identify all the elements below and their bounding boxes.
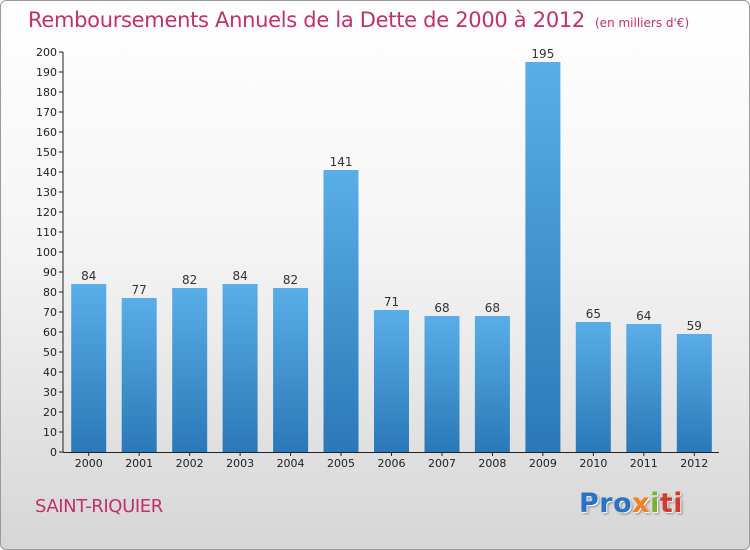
- y-tick-label: 0: [50, 446, 57, 459]
- y-tick-label: 50: [43, 346, 57, 359]
- bar-2008: [474, 316, 510, 452]
- x-tick-label-2010: 2010: [579, 457, 607, 470]
- y-tick-label: 190: [36, 66, 57, 79]
- y-tick-label: 10: [43, 426, 57, 439]
- town-name: SAINT-RIQUIER: [35, 496, 163, 517]
- y-tick-label: 80: [43, 286, 57, 299]
- value-label-2007: 68: [434, 301, 449, 315]
- value-label-2009: 195: [531, 47, 554, 61]
- chart-title: Remboursements Annuels de la Dette de 20…: [28, 8, 689, 32]
- x-tick-label-2008: 2008: [478, 457, 506, 470]
- logo-part-1: Pro: [579, 488, 633, 519]
- value-label-2004: 82: [283, 273, 298, 287]
- x-tick-label-2009: 2009: [529, 457, 557, 470]
- x-tick-label-2006: 2006: [378, 457, 406, 470]
- chart-bars: [71, 62, 712, 452]
- y-tick-label: 140: [36, 166, 57, 179]
- y-tick-label: 40: [43, 366, 57, 379]
- value-label-2005: 141: [330, 155, 353, 169]
- y-tick-label: 120: [36, 206, 57, 219]
- logo-part-2: x: [632, 488, 651, 519]
- bar-2011: [626, 324, 662, 452]
- y-tick-label: 60: [43, 326, 57, 339]
- x-tick-label-2012: 2012: [680, 457, 708, 470]
- bar-2012: [676, 334, 712, 452]
- y-tick-label: 130: [36, 186, 57, 199]
- y-tick-label: 110: [36, 226, 57, 239]
- value-label-2000: 84: [81, 269, 96, 283]
- x-tick-label-2002: 2002: [176, 457, 204, 470]
- title-text: Remboursements Annuels de la Dette de 20…: [28, 8, 585, 32]
- y-tick-label: 100: [36, 246, 57, 259]
- logo-part-3: i: [650, 488, 660, 519]
- bar-2000: [71, 284, 107, 452]
- value-label-2002: 82: [182, 273, 197, 287]
- y-tick-label: 150: [36, 146, 57, 159]
- value-label-2012: 59: [687, 319, 702, 333]
- value-label-2001: 77: [132, 283, 147, 297]
- proxiti-logo[interactable]: Proxiti: [579, 488, 683, 519]
- bar-2010: [575, 322, 611, 452]
- y-tick-label: 70: [43, 306, 57, 319]
- value-label-2006: 71: [384, 295, 399, 309]
- x-tick-label-2000: 2000: [75, 457, 103, 470]
- x-tick-label-2004: 2004: [277, 457, 305, 470]
- x-tick-label-2001: 2001: [125, 457, 153, 470]
- x-tick-label-2007: 2007: [428, 457, 456, 470]
- bar-2003: [222, 284, 258, 452]
- bar-2001: [121, 298, 157, 452]
- bar-2007: [424, 316, 460, 452]
- value-label-2010: 65: [586, 307, 601, 321]
- unit-label: (en milliers d'€): [595, 16, 690, 30]
- value-label-2011: 64: [636, 309, 651, 323]
- x-tick-label-2011: 2011: [630, 457, 658, 470]
- chart-value-labels: 84 77 82 84 82 141 71 68 68 195 65 64 59: [81, 47, 702, 333]
- bar-2006: [374, 310, 409, 452]
- logo-part-4: ti: [659, 488, 684, 519]
- bar-2004: [273, 288, 309, 452]
- x-tick-label-2003: 2003: [226, 457, 254, 470]
- y-tick-label: 170: [36, 106, 57, 119]
- chart-axes: 0 10 20 30 40 50 60 70 80 90 100 110 120 130 140 150 160…: [36, 46, 719, 470]
- value-label-2003: 84: [232, 269, 247, 283]
- y-tick-label: 160: [36, 126, 57, 139]
- bar-2009: [525, 62, 561, 452]
- y-tick-label: 90: [43, 266, 57, 279]
- x-tick-label-2005: 2005: [327, 457, 355, 470]
- value-label-2008: 68: [485, 301, 500, 315]
- y-tick-label: 200: [36, 46, 57, 59]
- y-tick-label: 20: [43, 406, 57, 419]
- y-tick-label: 30: [43, 386, 57, 399]
- bar-2005: [323, 170, 359, 452]
- y-tick-label: 180: [36, 86, 57, 99]
- bar-2002: [172, 288, 208, 452]
